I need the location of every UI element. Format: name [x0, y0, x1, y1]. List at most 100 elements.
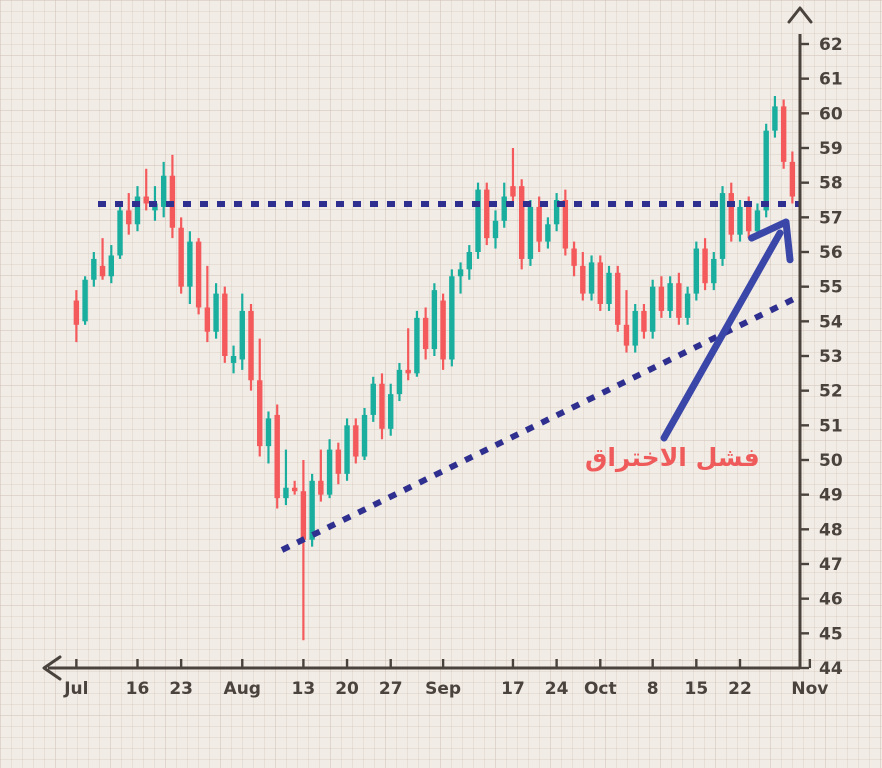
candlestick	[658, 276, 665, 318]
candlestick	[518, 179, 525, 270]
candlestick	[571, 241, 577, 277]
chart-axes	[42, 6, 813, 681]
candlestick	[711, 252, 717, 291]
candlestick-series	[73, 96, 796, 641]
candlestick	[126, 193, 132, 235]
candlestick	[213, 283, 219, 339]
candlestick	[195, 238, 202, 315]
svg-text:Oct: Oct	[584, 679, 617, 699]
svg-text:16: 16	[126, 679, 150, 699]
svg-text:59: 59	[819, 139, 843, 159]
svg-text:13: 13	[292, 679, 316, 699]
svg-text:8: 8	[647, 679, 659, 699]
svg-text:48: 48	[819, 520, 843, 540]
svg-text:52: 52	[819, 382, 843, 402]
candlestick	[431, 283, 438, 356]
candlestick	[160, 161, 167, 218]
svg-text:15: 15	[684, 679, 708, 699]
svg-text:23: 23	[169, 679, 193, 699]
candlestick	[108, 245, 115, 284]
candlestick	[545, 217, 551, 249]
candlestick	[117, 203, 123, 259]
candlestick	[353, 418, 359, 464]
candlestick	[414, 310, 420, 377]
svg-text:24: 24	[545, 679, 569, 699]
candlestick	[484, 182, 490, 246]
support-trendline	[280, 293, 802, 553]
candlestick	[99, 238, 106, 280]
candlestick	[492, 210, 499, 249]
svg-text:27: 27	[379, 679, 403, 699]
candlestick	[501, 182, 507, 228]
candlestick	[457, 262, 464, 294]
candlestick	[274, 404, 280, 509]
candlestick	[597, 255, 603, 311]
candlestick	[265, 411, 272, 464]
candlestick	[510, 148, 516, 204]
svg-text:46: 46	[819, 590, 843, 610]
candlestick	[134, 186, 141, 232]
candlestick	[562, 189, 569, 256]
svg-text:51: 51	[819, 416, 843, 436]
candlestick	[169, 154, 176, 239]
svg-text:Nov: Nov	[791, 679, 828, 699]
candlestick	[475, 182, 481, 259]
candlestick	[230, 345, 237, 374]
svg-text:55: 55	[819, 278, 843, 298]
svg-text:20: 20	[335, 679, 359, 699]
candlestick	[789, 151, 796, 204]
svg-text:44: 44	[819, 659, 843, 679]
candlestick	[466, 245, 473, 280]
svg-text:Sep: Sep	[425, 679, 461, 699]
candlestick	[527, 200, 534, 266]
candlestick	[719, 186, 726, 266]
svg-text:62: 62	[819, 35, 843, 55]
candlestick	[300, 460, 307, 641]
y-axis-tick-labels: 44 45 46 47 48 49 50 51 52 53 54 55 56 57 58 59 60 61 62	[819, 35, 843, 679]
candlestick	[257, 338, 263, 457]
candlestick	[693, 241, 700, 301]
candlestick	[361, 408, 368, 460]
svg-text:50: 50	[819, 451, 843, 471]
candlestick	[222, 286, 228, 363]
svg-text:58: 58	[819, 174, 843, 194]
candlestick	[396, 362, 403, 402]
candlestick	[82, 276, 88, 325]
candlestick	[615, 265, 621, 332]
candlestick	[632, 304, 638, 353]
candlestick	[553, 193, 560, 232]
svg-text:54: 54	[819, 312, 843, 332]
candlestick	[422, 307, 429, 360]
svg-text:49: 49	[819, 486, 843, 506]
candlestick	[178, 217, 184, 294]
candlestick	[649, 279, 656, 339]
svg-text:22: 22	[728, 679, 752, 699]
candlestick	[187, 231, 193, 304]
candlestick	[623, 290, 630, 353]
candlestick	[344, 418, 350, 481]
svg-text:57: 57	[819, 208, 843, 228]
svg-text:53: 53	[819, 347, 843, 367]
svg-text:Jul: Jul	[63, 679, 88, 699]
candlestick	[405, 328, 411, 381]
candlestick	[370, 376, 376, 422]
chart-overlays	[98, 201, 802, 553]
candlestick	[318, 449, 324, 502]
candlestick	[440, 293, 446, 370]
candlestick	[309, 473, 315, 547]
candlestick	[335, 442, 342, 485]
candlestick	[536, 196, 542, 252]
svg-text:17: 17	[501, 679, 525, 699]
candlestick	[728, 182, 734, 242]
candlestick	[379, 373, 385, 440]
x-axis-tick-labels: Jul 16 23 Aug 13 20 27 Sep 17 24 Oct 8 15 22 Nov	[63, 679, 828, 699]
candlestick	[143, 168, 149, 211]
candlestick	[91, 252, 97, 287]
candlestick	[684, 286, 691, 325]
candlestick	[772, 96, 778, 138]
svg-text:Aug: Aug	[224, 679, 261, 699]
svg-text:61: 61	[819, 70, 843, 90]
candlestick	[326, 439, 333, 499]
